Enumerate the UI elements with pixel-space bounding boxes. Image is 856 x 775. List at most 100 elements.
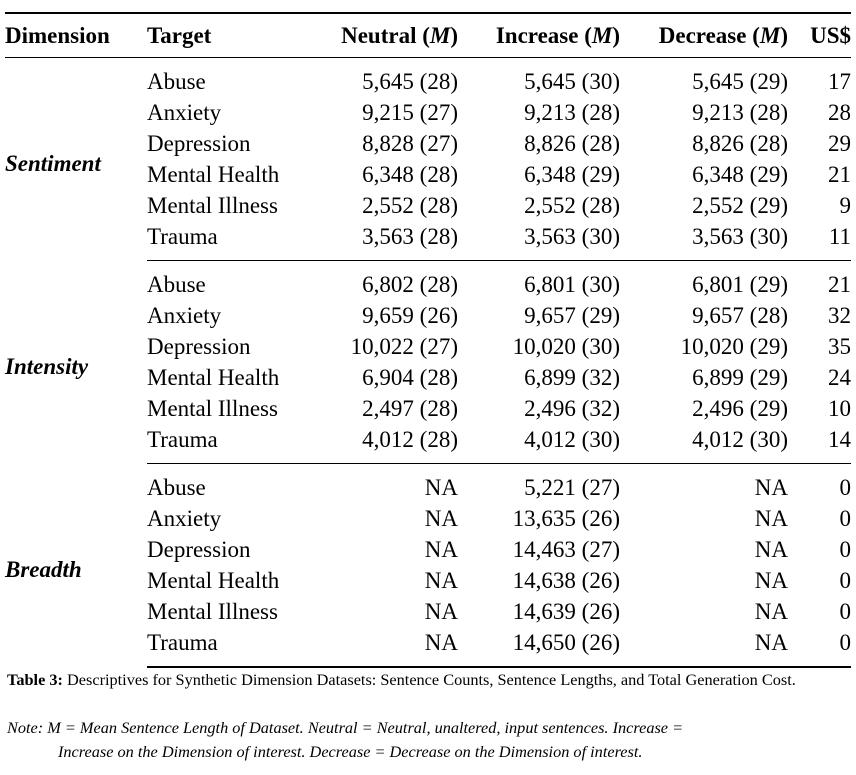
neutral-cell: 4,012 (28) [319, 424, 458, 464]
table-row: Anxiety 9,659 (26) 9,657 (29) 9,657 (28) 32 [5, 300, 851, 331]
table-row: Mental Health 6,904 (28) 6,899 (32) 6,899 (… [5, 362, 851, 393]
decrease-cell: NA [754, 537, 788, 562]
decrease-cell: 3,563 (30) [620, 221, 788, 261]
target-cell: Mental Illness [147, 193, 278, 218]
target-cell: Mental Illness [147, 599, 278, 624]
table-row: Anxiety NA 13,635 (26) NA 0 [5, 503, 851, 534]
cost-cell: 14 [788, 424, 851, 464]
header-decrease: Decrease (M) [620, 12, 788, 58]
table-row: Trauma 4,012 (28) 4,012 (30) 4,012 (30) 14 [5, 424, 851, 464]
table-header: Dimension Target Neutral (M) Increase (M… [5, 12, 851, 58]
target-cell: Trauma [147, 627, 319, 668]
increase-cell: 4,012 (30) [458, 424, 620, 464]
increase-cell: 6,348 (29) [524, 162, 620, 187]
target-cell: Depression [147, 334, 251, 359]
decrease-cell: 5,645 (29) [692, 69, 788, 94]
table-row: Breadth Abuse NA 5,221 (27) NA 0 [5, 464, 851, 582]
table-row: Anxiety 9,215 (27) 9,213 (28) 9,213 (28) 28 [5, 97, 851, 128]
target-cell: Mental Illness [147, 396, 278, 421]
neutral-cell: NA [319, 627, 458, 668]
table-row: Depression 8,828 (27) 8,826 (28) 8,826 (28)… [5, 128, 851, 159]
dimension-cell: Sentiment [5, 150, 101, 176]
table-row: Mental Illness NA 14,639 (26) NA 0 [5, 596, 851, 627]
neutral-cell: 5,645 (28) [362, 69, 458, 94]
table-note: Note: M = Mean Sentence Length of Datase… [7, 716, 853, 764]
table-row: Mental Illness 2,497 (28) 2,496 (32) 2,496 … [5, 393, 851, 424]
target-cell: Depression [147, 537, 251, 562]
target-cell: Anxiety [147, 100, 222, 125]
table-row: Trauma NA 14,650 (26) NA 0 [5, 627, 851, 668]
table-row: Depression 10,022 (27) 10,020 (30) 10,020 (… [5, 331, 851, 362]
cost-cell: 17 [828, 69, 851, 94]
decrease-cell: NA [754, 475, 788, 500]
neutral-cell: NA [424, 537, 458, 562]
cost-cell: 28 [828, 100, 851, 125]
target-cell: Abuse [147, 475, 206, 500]
increase-cell: 6,899 (32) [524, 365, 620, 390]
neutral-cell: 10,022 (27) [350, 334, 458, 359]
neutral-cell: 2,497 (28) [362, 396, 458, 421]
decrease-cell: 4,012 (30) [620, 424, 788, 464]
target-cell: Anxiety [147, 303, 222, 328]
target-cell: Mental Health [147, 568, 280, 593]
target-cell: Anxiety [147, 506, 222, 531]
decrease-cell: 2,552 (29) [692, 193, 788, 218]
target-cell: Mental Health [147, 162, 280, 187]
target-cell: Abuse [147, 272, 206, 297]
decrease-cell: NA [754, 599, 788, 624]
neutral-cell: 6,802 (28) [362, 272, 458, 297]
target-cell: Depression [147, 131, 251, 156]
increase-cell: 2,552 (28) [524, 193, 620, 218]
neutral-cell: 8,828 (27) [362, 131, 458, 156]
table-row: Intensity Abuse 6,802 (28) 6,801 (30) 6,801 … [5, 261, 851, 379]
header-neutral-m: M [429, 23, 451, 48]
cost-cell: 21 [828, 272, 851, 297]
caption-text: Descriptives for Synthetic Dimension Dat… [62, 670, 796, 689]
cost-cell: 0 [839, 568, 852, 593]
increase-cell: 14,650 (26) [458, 627, 620, 668]
increase-cell: 14,639 (26) [512, 599, 620, 624]
decrease-cell: 6,348 (29) [692, 162, 788, 187]
cost-cell: 0 [839, 599, 852, 624]
increase-cell: 13,635 (26) [512, 506, 620, 531]
decrease-cell: 6,899 (29) [692, 365, 788, 390]
neutral-cell: 6,904 (28) [362, 365, 458, 390]
header-neutral-close: ) [450, 23, 458, 48]
cost-cell: 32 [828, 303, 851, 328]
header-decrease-m: M [759, 23, 781, 48]
decrease-cell: 6,801 (29) [692, 272, 788, 297]
target-cell: Mental Health [147, 365, 280, 390]
decrease-cell: 10,020 (29) [680, 334, 788, 359]
header-neutral-label: Neutral ( [341, 23, 430, 48]
neutral-cell: NA [424, 599, 458, 624]
header-decrease-close: ) [780, 23, 788, 48]
increase-cell: 3,563 (30) [458, 221, 620, 261]
table-body: Sentiment Abuse 5,645 (28) 5,645 (30) 5,645 … [5, 58, 851, 668]
decrease-cell: NA [620, 627, 788, 668]
target-cell: Trauma [147, 424, 319, 464]
cost-cell: 10 [828, 396, 851, 421]
target-cell: Trauma [147, 221, 319, 261]
descriptives-table: Dimension Target Neutral (M) Increase (M… [5, 12, 851, 668]
header-dimension: Dimension [5, 12, 147, 58]
decrease-cell: 9,213 (28) [692, 100, 788, 125]
increase-cell: 10,020 (30) [512, 334, 620, 359]
header-cost: US$ [788, 12, 851, 58]
table-caption: Table 3: Descriptives for Synthetic Dime… [7, 670, 853, 690]
increase-cell: 5,645 (30) [524, 69, 620, 94]
cost-cell: 24 [828, 365, 851, 390]
header-decrease-label: Decrease ( [658, 23, 760, 48]
header-increase-close: ) [612, 23, 620, 48]
neutral-cell: 9,659 (26) [362, 303, 458, 328]
decrease-cell: 2,496 (29) [692, 396, 788, 421]
header-increase-label: Increase ( [495, 23, 592, 48]
neutral-cell: 2,552 (28) [362, 193, 458, 218]
cost-cell: 0 [788, 627, 851, 668]
cost-cell: 29 [828, 131, 851, 156]
table-row: Mental Health 6,348 (28) 6,348 (29) 6,348 (… [5, 159, 851, 190]
neutral-cell: 9,215 (27) [362, 100, 458, 125]
increase-cell: 8,826 (28) [524, 131, 620, 156]
header-increase-m: M [591, 23, 613, 48]
cost-cell: 0 [839, 537, 852, 562]
